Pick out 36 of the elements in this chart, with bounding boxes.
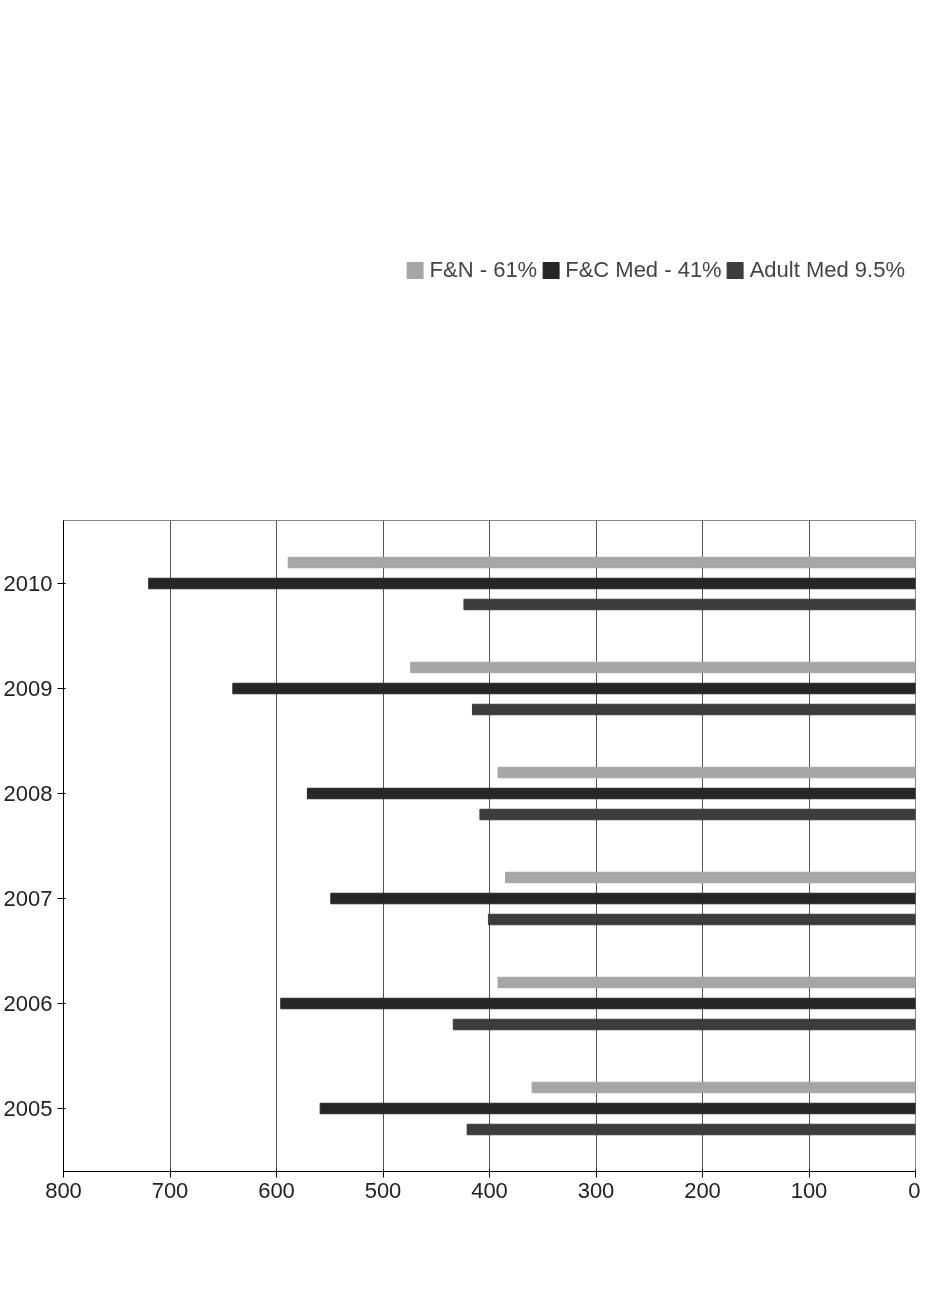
y-tick-label: 2008: [3, 781, 53, 806]
bar: [487, 913, 916, 926]
y-tick-label: 2006: [3, 991, 53, 1016]
y-tick-label: 2007: [3, 886, 53, 911]
x-tick-label: 300: [577, 1177, 615, 1203]
bar: [148, 577, 916, 590]
bar: [531, 1081, 916, 1094]
x-tick-label: 600: [258, 1177, 295, 1203]
bar: [471, 703, 916, 716]
bar: [466, 1123, 916, 1136]
bar: [319, 1102, 916, 1115]
bar: [306, 787, 916, 800]
legend-label: F&N - 61%: [429, 257, 538, 283]
bar: [463, 598, 916, 611]
x-tick-label: 800: [45, 1177, 82, 1203]
x-tick-label: 200: [684, 1177, 721, 1203]
x-tick-label: 500: [364, 1177, 402, 1203]
bar: [410, 661, 916, 674]
bar: [280, 997, 916, 1010]
bar: [497, 766, 916, 779]
y-tick-label: 2009: [3, 676, 53, 701]
bar: [330, 892, 916, 905]
legend-label: F&C Med - 41%: [565, 257, 722, 283]
bar: [232, 682, 916, 695]
y-tick-label: 2010: [3, 571, 53, 596]
bar: [452, 1018, 916, 1031]
x-tick-label: 0: [908, 1177, 921, 1203]
x-tick-label: 700: [151, 1177, 189, 1203]
x-tick-label: 100: [790, 1177, 828, 1203]
legend-label: Adult Med 9.5%: [749, 257, 905, 283]
x-tick-label: 400: [471, 1177, 508, 1203]
bar: [497, 976, 916, 989]
bar: [504, 871, 916, 884]
bar: [287, 556, 916, 569]
bar: [479, 808, 916, 821]
y-tick-label: 2005: [3, 1096, 53, 1121]
